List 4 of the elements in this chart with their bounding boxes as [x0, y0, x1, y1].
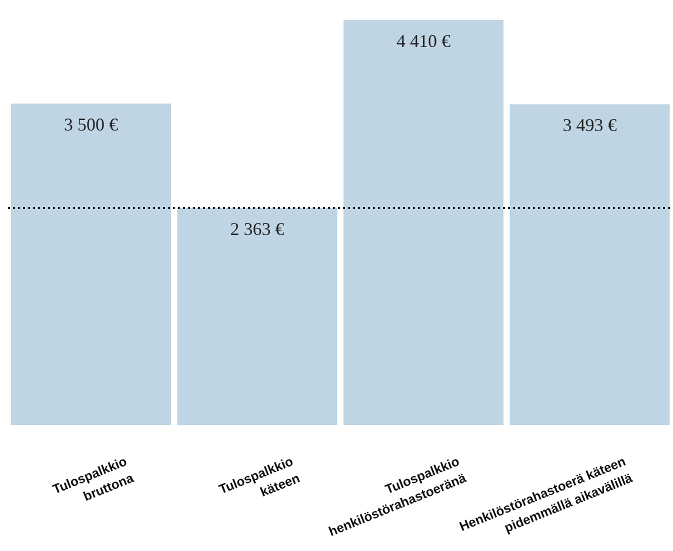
data-label: 4 410 € — [396, 30, 450, 51]
data-label: 3 500 € — [64, 114, 118, 134]
data-label: 3 493 € — [562, 114, 617, 135]
data-label: 2 363 € — [230, 218, 284, 239]
